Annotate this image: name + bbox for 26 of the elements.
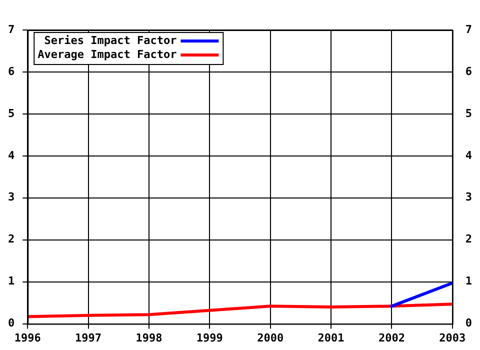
x-tick-label: 1999 bbox=[196, 331, 223, 344]
y2-tick-label: 6 bbox=[465, 64, 472, 78]
y2-tick-label: 5 bbox=[465, 106, 472, 120]
x-tick-label: 2003 bbox=[439, 331, 466, 344]
x-tick-label: 2002 bbox=[378, 331, 405, 344]
x-tick-label: 2000 bbox=[257, 331, 284, 344]
y-tick-label: 2 bbox=[8, 232, 15, 246]
y-tick-label: 0 bbox=[8, 316, 15, 330]
legend-label: Average Impact Factor bbox=[38, 48, 178, 61]
y-tick-label: 7 bbox=[8, 22, 15, 36]
x-tick-label: 1998 bbox=[136, 331, 162, 344]
y-tick-label: 6 bbox=[8, 64, 15, 78]
y2-tick-label: 0 bbox=[465, 316, 472, 330]
y-tick-label: 4 bbox=[8, 148, 15, 162]
y2-tick-label: 7 bbox=[465, 22, 472, 36]
y2-tick-label: 2 bbox=[465, 232, 472, 246]
y2-tick-label: 1 bbox=[465, 274, 472, 288]
x-tick-label: 1997 bbox=[75, 331, 102, 344]
y2-tick-label: 3 bbox=[465, 190, 472, 204]
y2-tick-label: 4 bbox=[465, 148, 472, 162]
x-tick-label: 2001 bbox=[318, 331, 345, 344]
y-tick-label: 1 bbox=[8, 274, 15, 288]
x-tick-label: 1996 bbox=[14, 331, 42, 344]
legend-label: Series Impact Factor bbox=[44, 34, 178, 47]
y-tick-label: 5 bbox=[8, 106, 15, 120]
y-tick-label: 3 bbox=[8, 190, 15, 204]
